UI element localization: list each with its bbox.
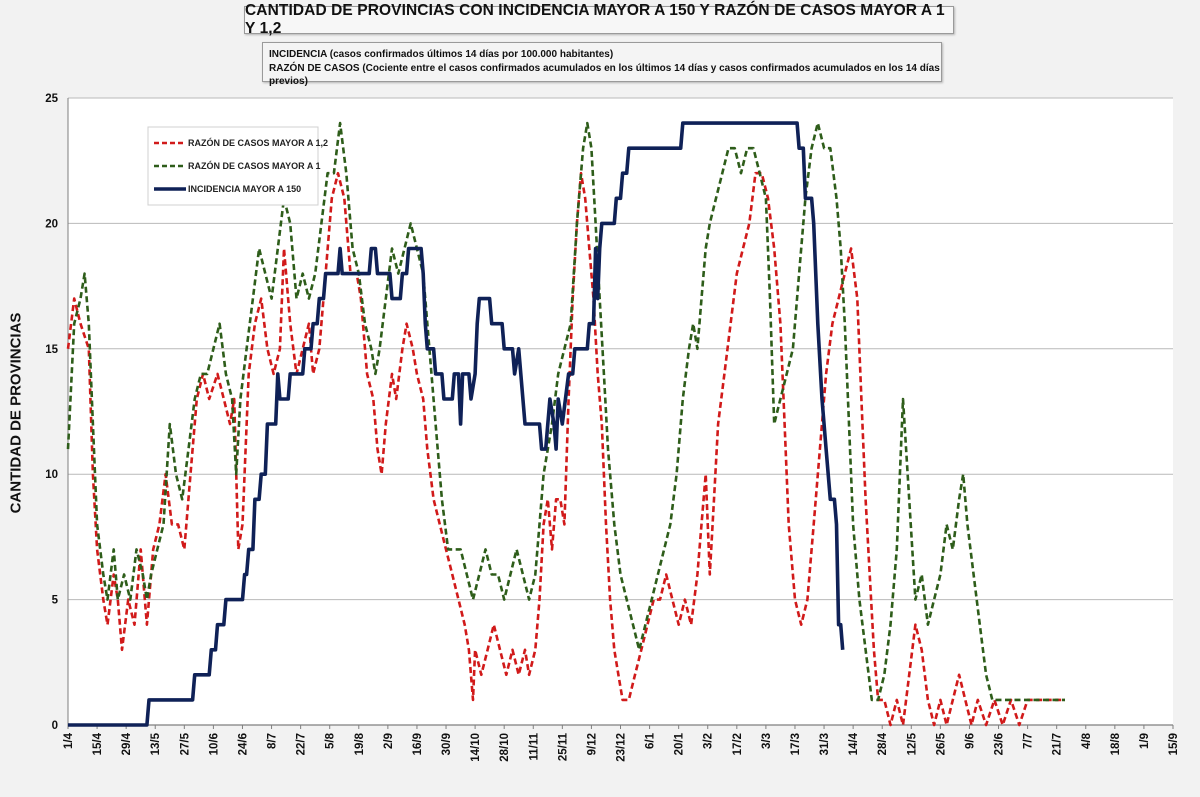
series-line-3 (68, 121, 845, 727)
note-razon: RAZÓN DE CASOS (Cociente entre el casos … (269, 62, 940, 88)
x-tick-label: 28/4 (877, 732, 889, 755)
x-tick-label: 28/10 (499, 733, 511, 762)
x-tick-label: 14/4 (848, 732, 860, 755)
x-tick-label: 15/4 (92, 732, 104, 755)
x-tick-label: 11/11 (528, 732, 540, 760)
legend-label-3: INCIDENCIA MAYOR A 150 (188, 184, 301, 194)
x-tick-label: 3/2 (703, 733, 715, 749)
legend-box (147, 126, 319, 206)
x-tick-label: 1/4 (63, 732, 75, 749)
x-tick-label: 16/9 (412, 733, 424, 755)
legend-label-1: RAZÓN DE CASOS MAYOR A 1,2 (188, 137, 328, 148)
y-tick-labels: 0 5 10 15 20 25 (45, 93, 58, 732)
x-tick-label: 12/5 (906, 732, 918, 755)
chart-title: CANTIDAD DE PROVINCIAS CON INCIDENCIA MA… (244, 2, 954, 37)
x-tick-labels: 1/4 15/4 29/4 13/5 27/5 10/6 24/6 8/7 22/7 5/8 19/… (63, 725, 1180, 762)
legend-label-2: RAZÓN DE CASOS MAYOR A 1 (188, 160, 321, 171)
x-tick-label: 7/7 (1023, 733, 1035, 749)
x-tick-label: 29/4 (121, 732, 133, 755)
y-tick-label: 15 (45, 344, 58, 356)
x-tick-label: 21/7 (1052, 733, 1064, 755)
series-line-1 (66, 171, 1065, 727)
x-tick-label: 9/12 (586, 733, 598, 755)
x-tick-label: 17/2 (732, 733, 744, 755)
x-tick-label: 18/8 (1110, 732, 1122, 755)
x-tick-label: 25/11 (557, 732, 569, 761)
x-tick-label: 13/5 (150, 732, 162, 755)
note-incidencia: INCIDENCIA (casos confirmados últimos 14… (269, 49, 614, 60)
x-tick-label: 31/3 (819, 733, 831, 755)
x-tick-label: 4/8 (1081, 732, 1093, 749)
x-tick-label: 2/9 (383, 733, 395, 749)
x-tick-label: 27/5 (179, 732, 191, 755)
series-lines (66, 121, 1065, 727)
x-tick-label: 24/6 (237, 733, 249, 755)
y-tick-label: 20 (45, 218, 58, 230)
x-tick-label: 9/6 (964, 733, 976, 749)
x-tick-label: 8/7 (267, 733, 279, 749)
x-tick-label: 14/10 (470, 733, 482, 762)
chart-notes: INCIDENCIA (casos confirmados últimos 14… (262, 42, 942, 87)
x-tick-label: 5/8 (325, 732, 337, 749)
y-tick-label: 5 (52, 595, 59, 607)
x-tick-label: 30/9 (441, 733, 453, 755)
x-tick-label: 20/1 (674, 732, 686, 755)
legend: RAZÓN DE CASOS MAYOR A 1,2 RAZÓN DE CASOS… (147, 126, 328, 206)
series-line-2 (66, 121, 1065, 702)
x-tick-label: 26/5 (935, 732, 947, 755)
y-tick-label: 25 (45, 93, 58, 105)
x-tick-label: 3/3 (761, 733, 773, 749)
x-tick-label: 6/1 (645, 732, 657, 749)
x-tick-label: 10/6 (208, 733, 220, 755)
x-tick-label: 23/12 (616, 733, 628, 762)
x-tick-label: 17/3 (790, 733, 802, 755)
x-tick-label: 23/6 (994, 733, 1006, 755)
x-tick-label: 15/9 (1168, 733, 1180, 755)
x-tick-label: 19/8 (354, 732, 366, 755)
y-tick-label: 0 (52, 720, 58, 732)
x-tick-label: 22/7 (296, 733, 308, 755)
y-tick-label: 10 (45, 469, 58, 481)
x-tick-label: 1/9 (1139, 733, 1151, 749)
